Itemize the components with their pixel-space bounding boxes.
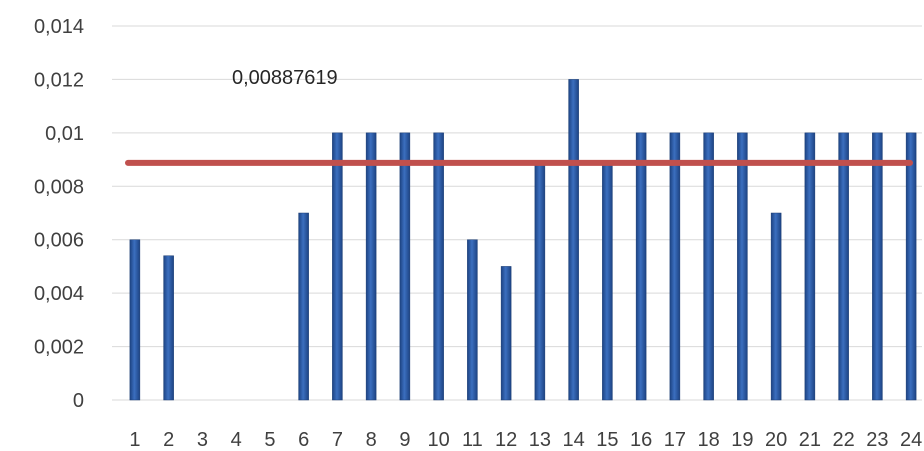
x-tick-label: 16: [630, 429, 652, 451]
x-tick-label: 5: [264, 429, 275, 451]
x-tick-label: 11: [462, 429, 483, 451]
y-tick-label: 0,008: [34, 176, 84, 198]
bar: [704, 133, 714, 400]
x-tick-label: 20: [765, 429, 787, 451]
x-tick-label: 17: [664, 429, 686, 451]
x-tick-label: 10: [428, 429, 450, 451]
x-tick-label: 4: [231, 429, 242, 451]
bar: [164, 256, 174, 400]
y-tick-label: 0: [73, 390, 84, 412]
x-tick-label: 18: [698, 429, 720, 451]
y-tick-label: 0,006: [34, 230, 84, 252]
bar: [636, 133, 646, 400]
x-tick-label: 22: [833, 429, 855, 451]
x-tick-label: 19: [731, 429, 753, 451]
bar: [906, 133, 916, 400]
bar: [535, 162, 545, 400]
x-tick-label: 1: [129, 429, 140, 451]
x-tick-label: 24: [900, 429, 922, 451]
bar: [872, 133, 882, 400]
bar: [467, 240, 477, 400]
x-tick-label: 8: [366, 429, 377, 451]
x-axis-ticks: 1 2 3 4 5 6 7 8 9 10 11 12 13 14 15 16 17 18 19 20 21 22 23 24: [129, 429, 922, 451]
bar: [501, 266, 511, 400]
reference-line-label: 0,00887619: [232, 67, 338, 89]
x-tick-label: 2: [163, 429, 174, 451]
x-tick-label: 3: [197, 429, 208, 451]
bar: [670, 133, 680, 400]
y-tick-label: 0,014: [34, 16, 84, 38]
bar: [805, 133, 815, 400]
bar: [602, 162, 612, 400]
x-tick-label: 15: [596, 429, 618, 451]
bar: [400, 133, 410, 400]
y-tick-label: 0,012: [34, 69, 84, 91]
bar: [569, 79, 579, 400]
y-axis-ticks: 0 0,002 0,004 0,006 0,008 0,01 0,012 0,014: [34, 16, 84, 412]
bar: [299, 213, 309, 400]
y-tick-label: 0,002: [34, 337, 84, 359]
x-tick-label: 14: [563, 429, 585, 451]
x-tick-label: 9: [399, 429, 410, 451]
x-tick-label: 23: [866, 429, 888, 451]
bar: [737, 133, 747, 400]
x-tick-label: 13: [529, 429, 551, 451]
bar: [771, 213, 781, 400]
bar: [366, 133, 376, 400]
x-tick-label: 7: [332, 429, 343, 451]
y-tick-label: 0,01: [45, 123, 84, 145]
y-tick-label: 0,004: [34, 283, 84, 305]
bar: [130, 240, 140, 400]
x-tick-label: 21: [799, 429, 821, 451]
bar: [332, 133, 342, 400]
x-tick-label: 12: [495, 429, 517, 451]
x-tick-label: 6: [298, 429, 309, 451]
bar: [839, 133, 849, 400]
bar: [434, 133, 444, 400]
